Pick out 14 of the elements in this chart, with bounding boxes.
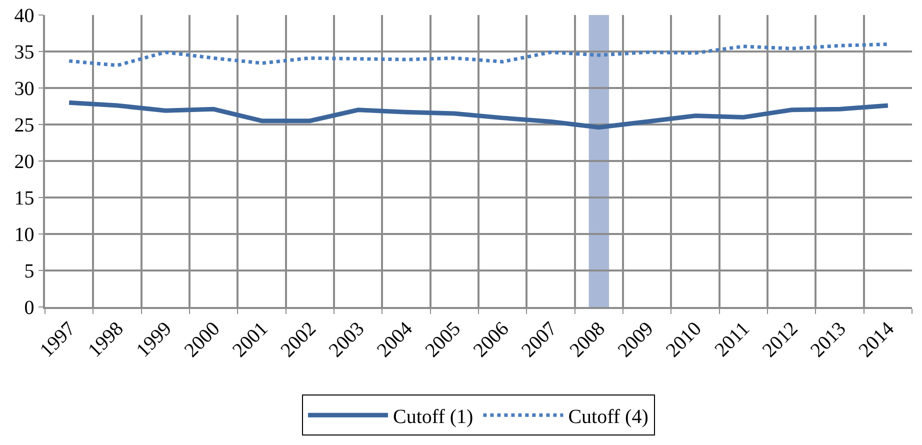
y-tick-label: 15 (14, 188, 34, 210)
y-tick-label: 35 (14, 42, 34, 64)
y-tick-label: 30 (14, 78, 34, 100)
y-tick-label: 10 (14, 224, 34, 246)
y-tick-label: 40 (14, 5, 34, 27)
y-tick-label: 0 (24, 297, 34, 319)
y-tick-label: 20 (14, 151, 34, 173)
line-series (67, 42, 890, 68)
x-tick-label: 2011 (710, 318, 754, 362)
legend-label: Cutoff (1) (393, 406, 474, 428)
line-series (66, 100, 890, 130)
y-tick-label: 25 (14, 114, 34, 136)
y-tick-label: 5 (24, 260, 34, 282)
legend-label: Cutoff (4) (568, 406, 648, 428)
